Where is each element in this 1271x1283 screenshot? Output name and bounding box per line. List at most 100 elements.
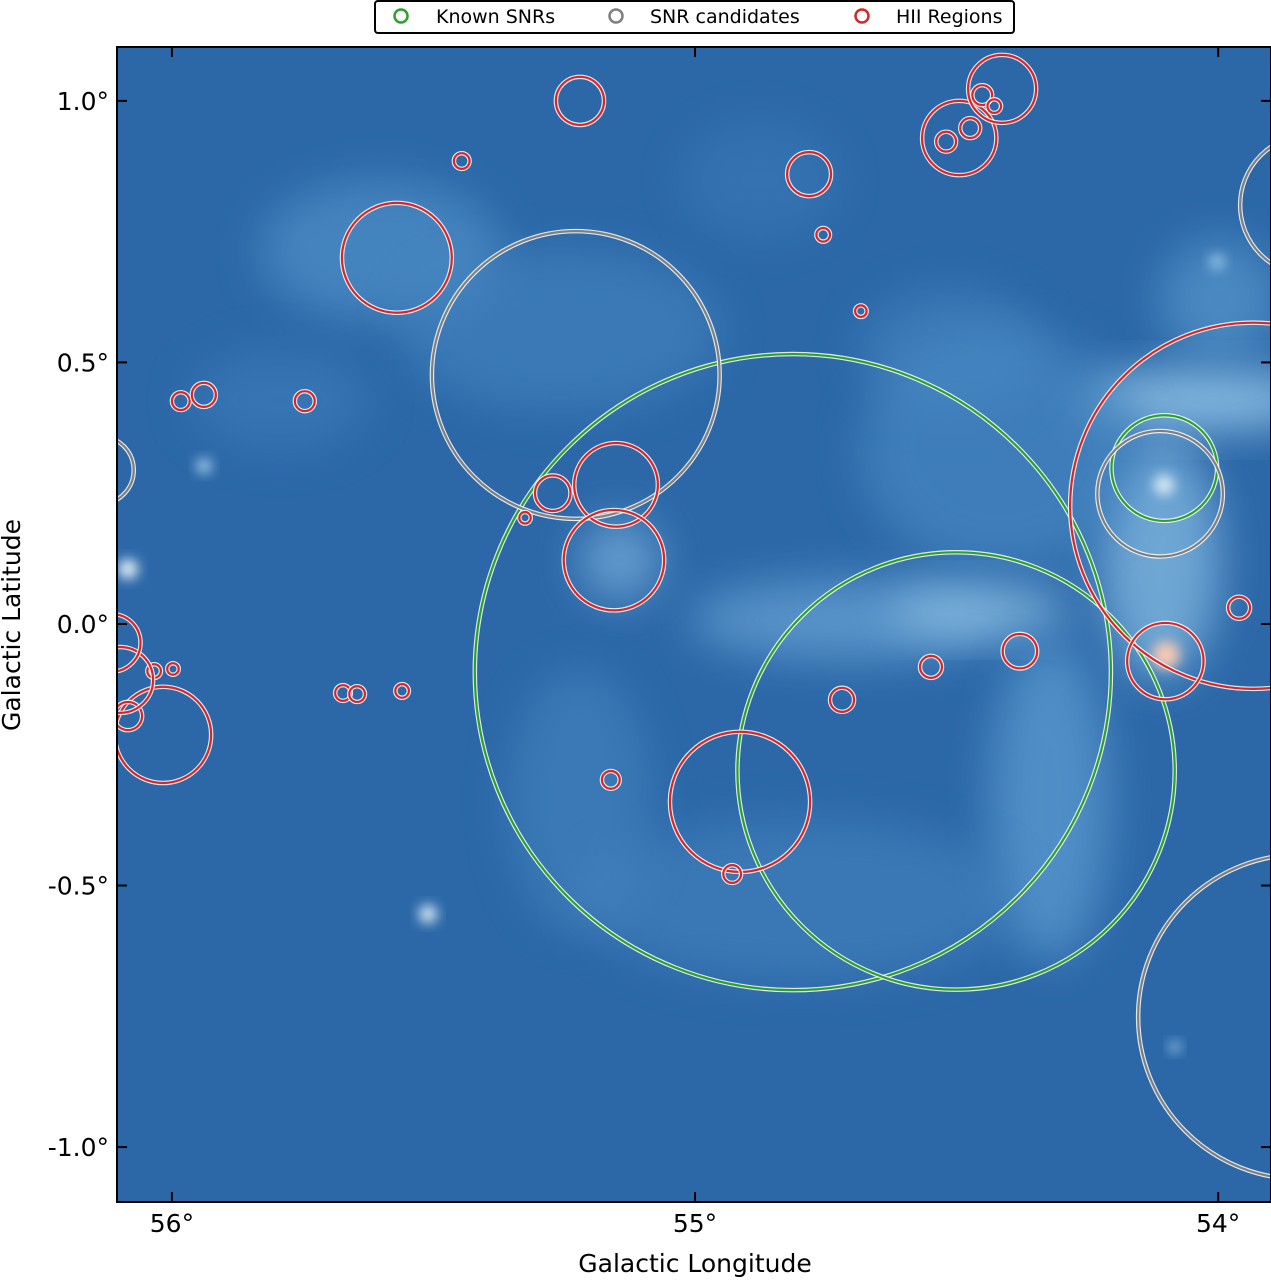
y-tick-label: 0.5°: [57, 348, 109, 377]
legend-marker-hii-regions: [854, 8, 870, 24]
circle-outline: [815, 226, 832, 243]
legend-box: [374, 0, 1015, 34]
axes: 56° 55° 54° 1.0° 0.5° 0.0° -0.5° -1.0°: [48, 47, 1271, 1238]
hii-region-circle: [917, 653, 945, 681]
circle-outline: [736, 551, 1176, 991]
x-tick-label: 54°: [1196, 1209, 1240, 1238]
point-source: [196, 458, 212, 474]
hii-region-circle: [985, 97, 1004, 116]
circle-outline: [600, 769, 621, 790]
circle-outline: [786, 151, 833, 198]
diffuse-emission: [1100, 440, 1220, 680]
hii-region-circle: [721, 862, 744, 886]
diffuse-emission: [890, 585, 1070, 635]
diffuse-emission: [400, 250, 720, 410]
circle-outline: [348, 685, 367, 704]
legend-marker-snr-candidates: [608, 8, 624, 24]
hii-region-circle: [451, 150, 472, 172]
circle-outline: [473, 352, 1113, 992]
hii-region-circle: [117, 684, 214, 786]
sky-image-emission: [118, 120, 1271, 1053]
circle-outline: [828, 686, 856, 713]
y-tick-label: -1.0°: [48, 1133, 109, 1162]
legend-label-known-snrs: Known SNRs: [436, 6, 555, 28]
known-snr-circle: [735, 550, 1177, 992]
circle-outline: [117, 439, 135, 501]
x-tick-label: 56°: [150, 1209, 194, 1238]
circle-outline: [518, 510, 532, 525]
circle-outline: [967, 53, 1038, 124]
diffuse-emission: [580, 820, 1020, 980]
point-source: [419, 905, 437, 923]
circle-outline: [190, 381, 217, 408]
x-tick-label: 55°: [673, 1209, 717, 1238]
x-axis-label: Galactic Longitude: [578, 1249, 811, 1278]
hii-region-circle: [164, 660, 181, 677]
diffuse-emission: [1160, 240, 1271, 360]
hii-region-circle: [965, 52, 1039, 126]
circle-outline: [340, 201, 453, 314]
circle-outline: [533, 474, 572, 513]
legend: Known SNRs SNR candidates HII Regions: [374, 0, 1015, 34]
hii-region-circle: [852, 303, 869, 320]
legend-label-hii-regions: HII Regions: [896, 6, 1002, 28]
circle-outline: [1126, 621, 1205, 701]
diffuse-emission: [580, 520, 660, 600]
hii-region-circle: [561, 507, 667, 613]
hii-region-circle: [117, 699, 145, 733]
hii-region-circle: [827, 685, 857, 715]
hii-region-circle: [347, 683, 368, 705]
diffuse-emission: [860, 290, 1040, 410]
snr-candidate-circle: [429, 228, 722, 522]
circle-outline: [959, 117, 982, 140]
snr-candidate-circle: [117, 438, 136, 503]
snr-candidate-circle: [1135, 855, 1271, 1179]
point-source: [1169, 1041, 1181, 1053]
hii-region-circle: [814, 225, 833, 244]
known-snr-circle: [472, 351, 1114, 993]
hii-region-circle: [1067, 320, 1271, 692]
hii-region-circle: [1225, 594, 1253, 621]
hii-region-circle: [169, 389, 192, 413]
circle-outline: [117, 685, 213, 785]
circle-outline: [722, 864, 743, 885]
snr-candidate-circle: [1237, 144, 1271, 266]
hii-region-circle: [958, 115, 983, 141]
point-source: [1154, 475, 1174, 495]
hii-region-circle: [1000, 631, 1040, 671]
circle-outline: [562, 508, 666, 612]
diffuse-emission: [990, 640, 1110, 960]
hii-region-circle: [599, 768, 622, 792]
hii-region-circle: [292, 388, 317, 414]
hii-region-circle: [117, 644, 156, 716]
hii-region-circle: [1124, 620, 1206, 702]
circle-outline: [935, 130, 958, 153]
hii-region-circle: [970, 82, 995, 108]
circle-outline: [1069, 321, 1271, 690]
hii-region-circle: [339, 200, 455, 315]
circle-outline: [117, 613, 142, 673]
plot-area: [117, 47, 1271, 1202]
circle-outline: [1239, 145, 1271, 265]
snr-candidate-circle: [1095, 428, 1226, 559]
hii-region-circle: [189, 380, 219, 410]
point-source: [1209, 254, 1225, 270]
circle-outline: [1137, 856, 1271, 1178]
circle-outline: [170, 391, 191, 412]
y-tick-label: -0.5°: [48, 872, 109, 901]
diffuse-emission: [190, 350, 370, 450]
circle-outline: [920, 99, 998, 177]
hii-region-circle: [571, 440, 661, 529]
catalog-circles: [117, 52, 1271, 1179]
circle-outline: [573, 441, 660, 528]
circle-outline: [854, 304, 868, 319]
hii-region-circle: [393, 681, 412, 700]
hii-region-circle: [784, 149, 834, 199]
circle-outline: [1001, 632, 1039, 670]
hii-region-circle: [117, 612, 143, 674]
y-axis-label: Galactic Latitude: [0, 519, 26, 731]
circle-outline: [971, 84, 994, 107]
diffuse-emission: [510, 670, 650, 930]
point-source: [118, 559, 138, 579]
circle-outline: [1227, 595, 1252, 620]
